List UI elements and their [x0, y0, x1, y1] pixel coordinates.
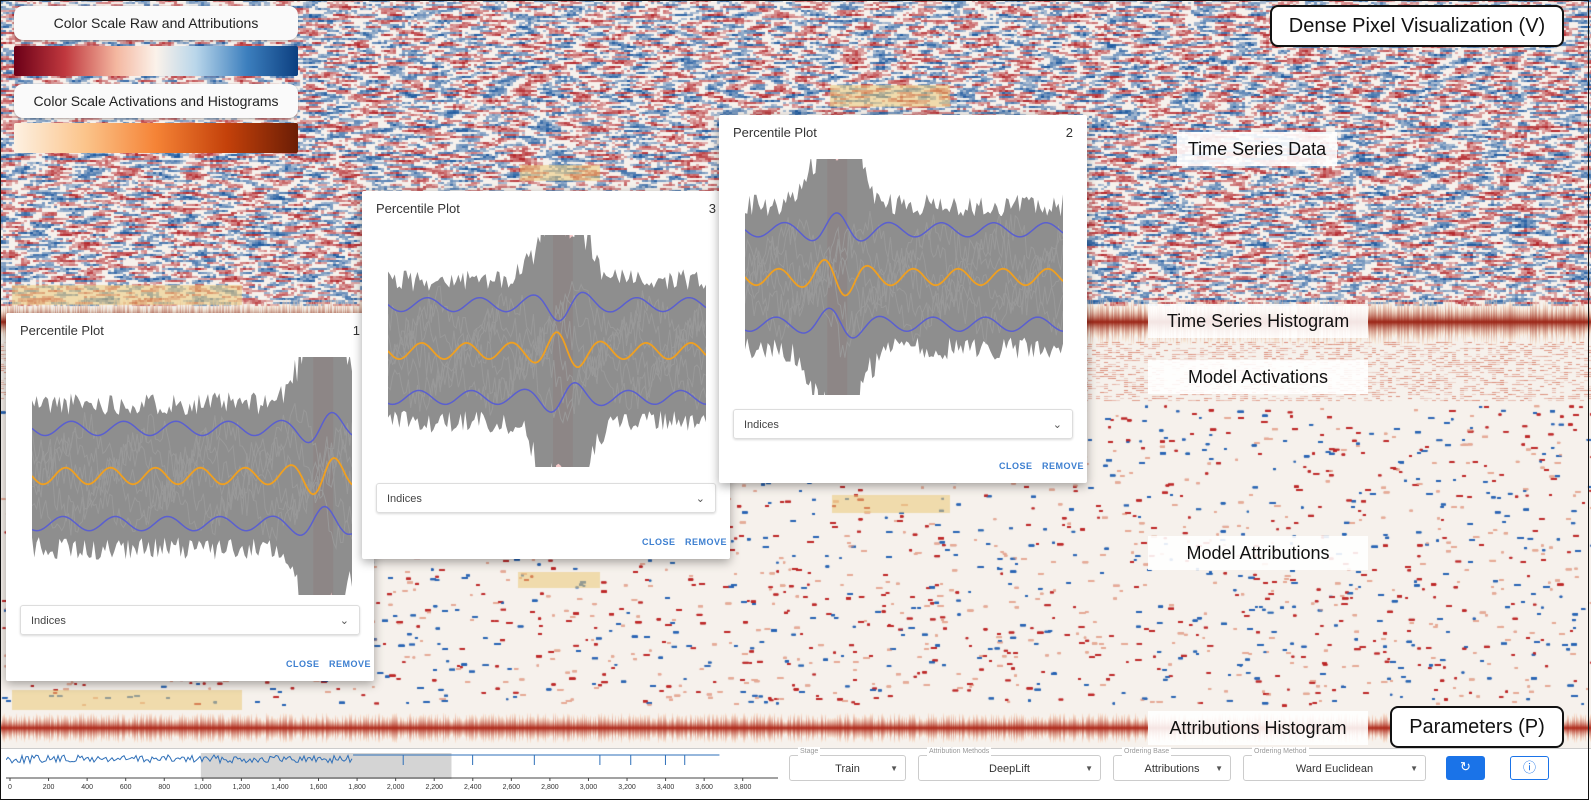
percentile-plot[interactable]	[745, 159, 1063, 395]
overview-tick-label: 3,000	[580, 784, 598, 791]
sample-series-line	[745, 226, 1063, 302]
info-button[interactable]: ⓘ	[1510, 756, 1549, 780]
info-icon: ⓘ	[1522, 760, 1536, 775]
dropdown-chevron-icon: ▼	[1215, 764, 1223, 773]
refresh-icon: ↻	[1460, 759, 1471, 774]
overview-tick-label: 2,600	[503, 784, 521, 791]
card-number: 3	[708, 201, 716, 216]
sample-series-line	[745, 238, 1063, 318]
overview-tick-label: 2,800	[541, 784, 559, 791]
median-line	[32, 457, 352, 496]
sample-series-line	[745, 223, 1063, 298]
ordering-method-select[interactable]: Ordering Method Ward Euclidean ▼	[1243, 747, 1426, 781]
activation-scale-label: Color Scale Activations and Histograms	[14, 84, 298, 118]
model-attributions-label: Model Attributions	[1148, 536, 1368, 570]
sample-series-line	[32, 421, 352, 500]
dropdown-chevron-icon: ▼	[1410, 764, 1418, 773]
lower-percentile-line	[32, 505, 352, 536]
overview-tick-label: 3,200	[618, 784, 636, 791]
card-number: 1	[352, 323, 360, 338]
dropdown-chevron-icon: ▼	[890, 764, 898, 773]
dropdown-chevron-icon: ⌄	[1052, 419, 1062, 431]
overview-tick-label: 600	[120, 784, 132, 791]
sample-series-line	[32, 462, 352, 526]
time-series-data-label: Time Series Data	[1177, 132, 1337, 166]
upper-percentile-line	[32, 411, 352, 444]
parameters-title: Parameters (P)	[1390, 706, 1564, 748]
attributions-histogram-label: Attributions Histogram	[1148, 711, 1368, 745]
median-line	[745, 258, 1063, 297]
sample-series-line	[32, 475, 352, 551]
refresh-button[interactable]: ↻	[1446, 756, 1485, 780]
dropdown-chevron-icon: ⌄	[339, 615, 349, 627]
remove-button[interactable]: REMOVE	[1042, 461, 1085, 471]
sample-series-line	[745, 279, 1063, 358]
model-activations-label: Model Activations	[1148, 360, 1368, 394]
overview-tick-label: 2,200	[425, 784, 443, 791]
sample-series-line	[32, 426, 352, 504]
overview-tick-label: 1,200	[233, 784, 251, 791]
indices-select[interactable]: Indices ⌄	[376, 483, 716, 513]
card-title: Percentile Plot	[376, 201, 460, 216]
upper-percentile-line	[388, 291, 706, 322]
close-button[interactable]: CLOSE	[286, 659, 320, 669]
indices-select[interactable]: Indices ⌄	[20, 605, 360, 635]
lower-percentile-line	[745, 307, 1063, 339]
overview-tick-label: 1,800	[348, 784, 366, 791]
activation-color-scale	[14, 123, 298, 153]
percentile-plot[interactable]	[32, 357, 352, 595]
brush-selection	[200, 753, 452, 779]
overview-tick-label: 800	[158, 784, 170, 791]
percentile-band	[388, 235, 706, 467]
overview-tick-label: 2,400	[464, 784, 482, 791]
dense-pixel-title: Dense Pixel Visualization (V)	[1270, 5, 1564, 47]
upper-percentile-line	[745, 212, 1063, 242]
overview-tick-label: 3,600	[695, 784, 713, 791]
sample-series-line	[745, 211, 1063, 288]
overview-timeline[interactable]: 0 200 400 600 800 1,000 1,200 1,400 1,600 1,800 2,…	[6, 751, 778, 791]
percentile-plot-card-1[interactable]: Percentile Plot 1 Indices ⌄ CLOSE REMOVE	[6, 313, 374, 681]
sample-series-line	[32, 403, 352, 482]
time-series-histogram-label: Time Series Histogram	[1148, 304, 1368, 338]
percentile-plot-card-3[interactable]: Percentile Plot 3 Indices ⌄ CLOSE REMOVE	[362, 191, 730, 559]
overview-tick-label: 1,400	[271, 784, 289, 791]
stage-select[interactable]: Stage Train ▼	[789, 747, 906, 781]
percentile-plot[interactable]	[388, 235, 706, 467]
overview-tick-label: 3,400	[657, 784, 675, 791]
dropdown-chevron-icon: ⌄	[695, 493, 705, 505]
overview-tick-label: 200	[43, 784, 55, 791]
ordering-base-select[interactable]: Ordering Base Attributions ▼	[1113, 747, 1231, 781]
indices-select[interactable]: Indices ⌄	[733, 409, 1073, 439]
overview-tick-label: 1,600	[310, 784, 328, 791]
sample-series-line	[388, 301, 706, 381]
card-title: Percentile Plot	[20, 323, 104, 338]
overview-tick-label: 2,000	[387, 784, 405, 791]
close-button[interactable]: CLOSE	[642, 537, 676, 547]
overview-tick-label: 3,800	[734, 784, 752, 791]
sample-series-line	[388, 337, 706, 415]
overview-tick-label: 400	[81, 784, 93, 791]
card-number: 2	[1065, 125, 1073, 140]
sample-series-line	[745, 259, 1063, 336]
sample-series-line	[388, 352, 706, 425]
median-line	[388, 331, 706, 369]
lower-percentile-line	[388, 381, 706, 413]
overview-tick-label: 1,000	[194, 784, 212, 791]
sample-series-line	[388, 315, 706, 390]
close-button[interactable]: CLOSE	[999, 461, 1033, 471]
dropdown-chevron-icon: ▼	[1085, 764, 1093, 773]
card-title: Percentile Plot	[733, 125, 817, 140]
raw-scale-label: Color Scale Raw and Attributions	[14, 6, 298, 40]
overview-tick-label: 0	[8, 784, 12, 791]
remove-button[interactable]: REMOVE	[685, 537, 728, 547]
attribution-method-select[interactable]: Attribution Methods DeepLift ▼	[918, 747, 1101, 781]
overview-signal	[6, 753, 353, 765]
percentile-plot-card-2[interactable]: Percentile Plot 2 Indices ⌄ CLOSE REMOVE	[719, 115, 1087, 483]
sample-series-line	[388, 292, 706, 364]
raw-color-scale	[14, 46, 298, 76]
remove-button[interactable]: REMOVE	[329, 659, 372, 669]
